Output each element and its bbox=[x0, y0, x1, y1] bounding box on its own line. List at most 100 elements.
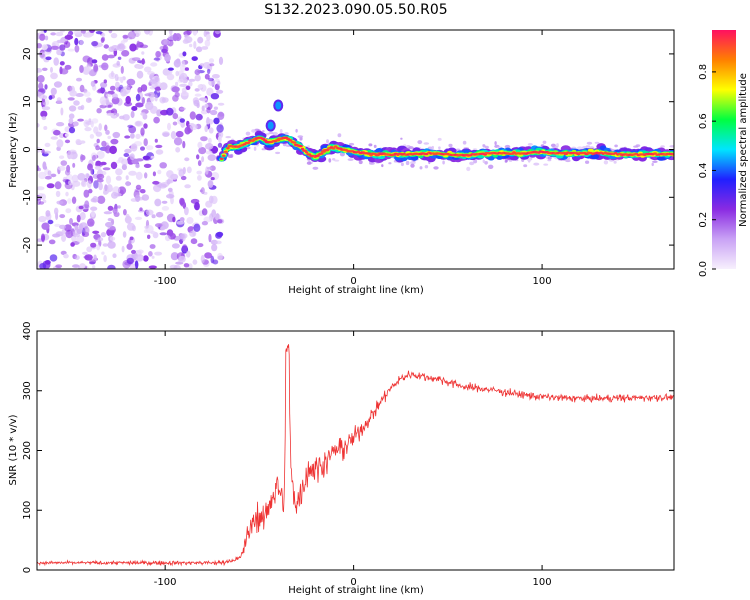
noise-blob bbox=[200, 136, 208, 142]
noise-blob bbox=[43, 126, 48, 130]
noise-blob bbox=[105, 93, 112, 98]
noise-blob bbox=[214, 240, 222, 245]
noise-blob bbox=[112, 206, 118, 215]
noise-blob bbox=[204, 252, 213, 259]
noise-blob bbox=[201, 46, 209, 50]
noise-blob bbox=[101, 54, 109, 61]
noise-blob bbox=[173, 137, 183, 146]
ridge-halo-blob bbox=[408, 146, 414, 150]
noise-blob bbox=[86, 246, 93, 253]
ridge-halo-blob bbox=[469, 161, 475, 166]
noise-blob bbox=[55, 231, 64, 237]
noise-blob bbox=[64, 34, 74, 40]
noise-blob bbox=[135, 133, 141, 140]
noise-blob bbox=[64, 224, 72, 232]
noise-blob bbox=[172, 33, 178, 42]
noise-blob bbox=[208, 127, 214, 134]
noise-blob bbox=[186, 217, 194, 224]
noise-blob bbox=[50, 45, 60, 51]
noise-blob bbox=[107, 135, 111, 140]
noise-blob bbox=[112, 131, 121, 139]
noise-blob bbox=[59, 44, 66, 51]
ridge-halo-blob bbox=[652, 160, 658, 163]
noise-blob bbox=[117, 205, 121, 209]
snr-x-tick-label: 0 bbox=[350, 577, 356, 588]
noise-blob bbox=[208, 233, 212, 243]
spectrogram-y-tick-label: 10 bbox=[22, 95, 33, 108]
noise-blob bbox=[47, 219, 54, 225]
noise-blob bbox=[75, 93, 84, 97]
noise-blob bbox=[159, 96, 166, 104]
noise-blob bbox=[195, 46, 203, 53]
noise-blob bbox=[147, 71, 155, 76]
ridge-band-core bbox=[246, 141, 251, 144]
noise-blob bbox=[43, 165, 48, 170]
noise-blob bbox=[200, 109, 208, 115]
noise-blob bbox=[77, 173, 86, 181]
noise-blob bbox=[80, 140, 86, 144]
noise-blob bbox=[38, 88, 45, 93]
noise-blob bbox=[103, 211, 113, 215]
figure-title: S132.2023.090.05.50.R05 bbox=[264, 2, 447, 18]
noise-blob bbox=[92, 265, 96, 269]
ridge-halo-blob bbox=[334, 159, 340, 162]
noise-blob bbox=[161, 200, 168, 204]
noise-blob bbox=[41, 44, 48, 50]
noise-blob bbox=[90, 206, 98, 211]
noise-blob bbox=[59, 68, 69, 75]
noise-blob bbox=[55, 190, 61, 198]
ridge-band-core bbox=[318, 152, 324, 155]
ridge-band-core bbox=[305, 151, 309, 154]
noise-blob bbox=[59, 214, 66, 219]
noise-blob bbox=[189, 43, 193, 48]
ridge-halo-blob bbox=[348, 142, 355, 146]
noise-blob bbox=[96, 244, 101, 251]
ridge-halo-blob bbox=[427, 146, 433, 150]
noise-blob bbox=[184, 157, 190, 162]
ridge-halo-blob bbox=[527, 143, 533, 146]
noise-blob bbox=[81, 180, 85, 187]
noise-blob bbox=[46, 183, 55, 189]
noise-blob bbox=[66, 173, 73, 181]
noise-blob bbox=[184, 206, 189, 216]
ridge-halo-blob bbox=[332, 158, 336, 161]
ridge-halo-blob bbox=[405, 160, 410, 166]
noise-blob bbox=[160, 221, 169, 230]
noise-blob bbox=[209, 165, 216, 171]
noise-blob bbox=[180, 175, 187, 181]
noise-blob bbox=[209, 195, 214, 204]
noise-blob bbox=[126, 222, 136, 231]
snr-y-tick-label: 400 bbox=[22, 321, 33, 340]
snr-y-axis-label: SNR (10 * v/v) bbox=[8, 414, 19, 485]
colorbar-tick-label: 0.8 bbox=[698, 64, 709, 80]
ridge-halo-blob bbox=[484, 145, 489, 149]
noise-blob bbox=[153, 57, 161, 61]
noise-blob bbox=[121, 245, 125, 253]
noise-blob bbox=[41, 115, 47, 121]
noise-blob bbox=[123, 209, 127, 216]
noise-blob bbox=[179, 197, 185, 206]
noise-blob bbox=[154, 251, 163, 256]
noise-blob bbox=[139, 207, 143, 211]
noise-blob bbox=[45, 210, 51, 217]
noise-blob bbox=[56, 139, 64, 148]
noise-blob bbox=[40, 110, 48, 118]
ridge-halo-blob bbox=[424, 165, 429, 169]
ridge-halo-blob bbox=[253, 146, 257, 151]
noise-blob bbox=[91, 41, 98, 47]
noise-blob bbox=[44, 35, 49, 41]
ridge-band-core bbox=[288, 139, 293, 142]
noise-blob bbox=[112, 253, 117, 258]
noise-blob bbox=[44, 84, 48, 90]
noise-blob bbox=[134, 216, 143, 220]
noise-blob bbox=[107, 54, 115, 59]
noise-blob bbox=[179, 107, 186, 111]
noise-blob bbox=[76, 77, 82, 82]
noise-blob bbox=[37, 68, 43, 73]
noise-blob bbox=[44, 260, 51, 265]
noise-blob bbox=[123, 153, 130, 157]
noise-blob bbox=[130, 133, 135, 139]
spectrogram-y-axis-label: Frequency (Hz) bbox=[8, 112, 19, 188]
noise-blob bbox=[143, 229, 148, 233]
noise-blob bbox=[128, 239, 132, 246]
